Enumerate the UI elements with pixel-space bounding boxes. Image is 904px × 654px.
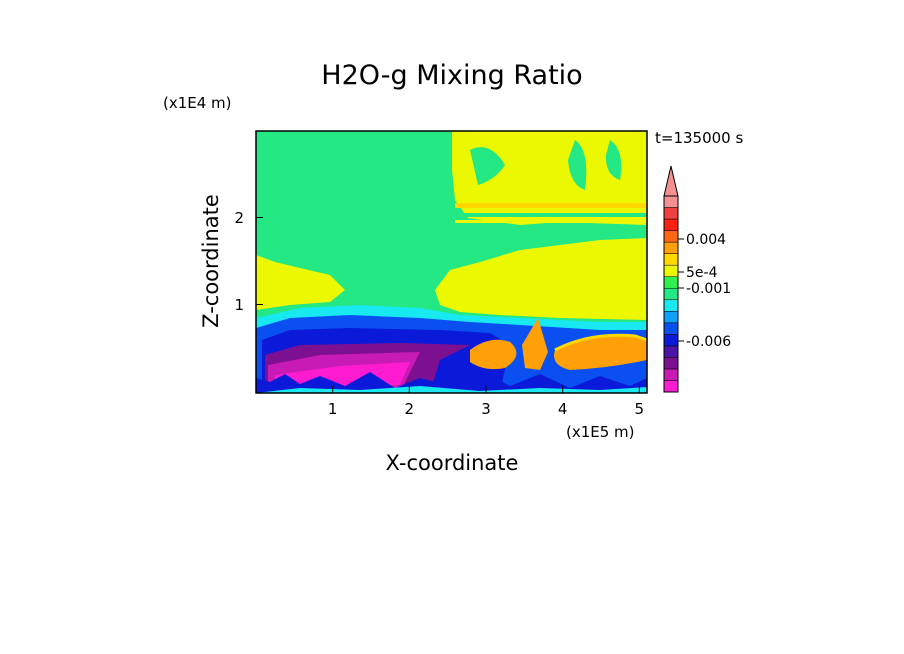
colorbar-cell xyxy=(663,345,679,358)
y-tick-2: 2 xyxy=(234,209,263,227)
colorbar-label-4: -0.006 xyxy=(686,334,731,350)
colorbar-cell xyxy=(663,311,679,324)
field-yellow-ring xyxy=(554,333,647,352)
y-axis: 1 2 xyxy=(234,209,263,314)
x-tick-2: 2 xyxy=(405,386,415,418)
plot-frame xyxy=(255,130,648,394)
x-tick-4: 4 xyxy=(558,386,568,418)
colorbar-cell xyxy=(663,207,679,220)
field-yellow-band xyxy=(455,203,647,208)
field-orange-right xyxy=(554,335,647,370)
colorbar-tick-1: 0.004 xyxy=(678,232,726,248)
field-yellow-mid-right xyxy=(435,238,647,320)
field-bottom-cyan xyxy=(256,386,647,393)
x-tick-1: 1 xyxy=(328,386,338,418)
field-orange-spike xyxy=(522,318,548,370)
x-tick-label-2: 2 xyxy=(405,400,415,418)
x-tick-5: 5 xyxy=(635,386,645,418)
x-unit-label: (x1E5 m) xyxy=(566,423,635,441)
chart-title: H2O-g Mixing Ratio xyxy=(321,60,582,91)
y-unit-label: (x1E4 m) xyxy=(163,94,232,112)
colorbar-tick-4: -0.006 xyxy=(678,334,731,350)
x-axis-label: X-coordinate xyxy=(386,451,519,475)
colorbar-label-1: 0.004 xyxy=(686,232,726,248)
colorbar-cell xyxy=(663,380,679,393)
colorbar-cells xyxy=(663,195,679,393)
x-tick-label-1: 1 xyxy=(328,400,338,418)
colorbar-cell xyxy=(663,357,679,370)
colorbar-extend-arrow xyxy=(663,165,679,197)
field-yellow-mid xyxy=(256,255,345,310)
contour-field xyxy=(256,131,647,393)
field-green-streak2 xyxy=(568,140,587,190)
field-yellow-band2 xyxy=(455,220,647,223)
x-tick-label-3: 3 xyxy=(481,400,491,418)
field-green-streak xyxy=(470,147,505,185)
x-axis: 1 2 3 4 5 xyxy=(328,386,644,418)
colorbar-cell xyxy=(663,276,679,289)
y-tick-label-1: 1 xyxy=(234,296,244,314)
colorbar-cell xyxy=(663,334,679,347)
colorbar-cell xyxy=(663,287,679,301)
x-tick-3: 3 xyxy=(481,386,491,418)
x-tick-label-5: 5 xyxy=(635,400,645,418)
colorbar: 0.004 5e-4 -0.001 -0.006 xyxy=(663,165,731,393)
colorbar-cell xyxy=(663,230,679,243)
colorbar-cell xyxy=(663,322,679,335)
colorbar-cell xyxy=(663,368,679,381)
field-bottom-noise xyxy=(256,370,647,393)
x-tick-label-4: 4 xyxy=(558,400,568,418)
colorbar-tick-2: 5e-4 xyxy=(678,265,718,281)
colorbar-label-3: -0.001 xyxy=(686,281,731,297)
y-tick-1: 1 xyxy=(234,296,263,314)
colorbar-tick-3: -0.001 xyxy=(678,281,731,297)
field-green-streak3 xyxy=(605,140,622,180)
field-orange-left xyxy=(470,339,517,370)
colorbar-cell xyxy=(663,299,679,312)
field-green-band xyxy=(455,213,647,217)
colorbar-cell xyxy=(663,264,679,277)
time-label: t=135000 s xyxy=(655,129,743,147)
colorbar-cell xyxy=(663,253,679,266)
y-tick-label-2: 2 xyxy=(234,209,244,227)
colorbar-frame xyxy=(663,195,679,393)
colorbar-cell xyxy=(663,218,679,231)
colorbar-cell xyxy=(663,195,679,208)
colorbar-cell xyxy=(663,241,679,254)
y-axis-label: Z-coordinate xyxy=(199,194,223,328)
colorbar-label-2: 5e-4 xyxy=(686,265,718,281)
